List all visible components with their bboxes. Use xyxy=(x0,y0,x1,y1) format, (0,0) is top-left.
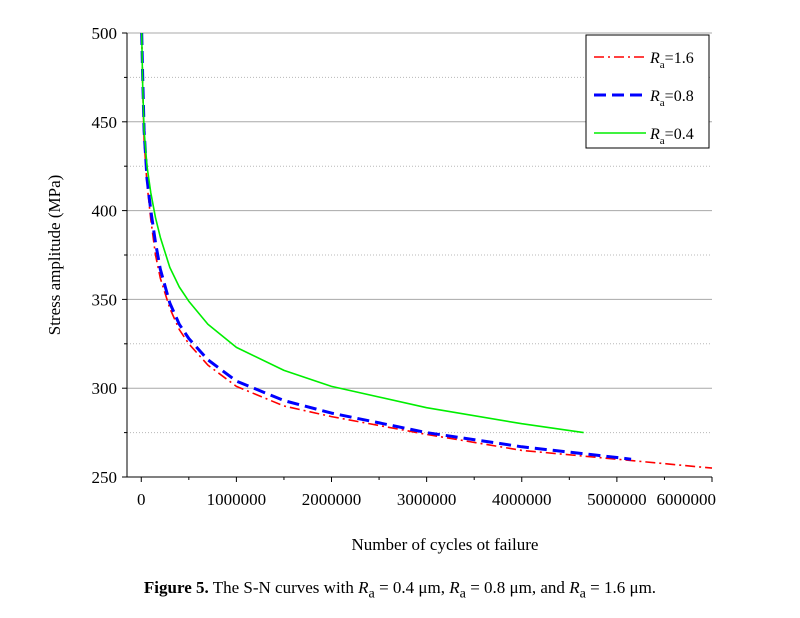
x-tick-label: 2000000 xyxy=(302,490,362,509)
s-n-chart: 250 300 350 400 450 500 0 1000000 2000000 3000000… xyxy=(45,24,717,554)
x-tick-label: 1000000 xyxy=(207,490,267,509)
series xyxy=(140,32,713,469)
caption-text-1: The S-N curves with xyxy=(208,578,359,597)
y-tick-label: 450 xyxy=(92,113,118,132)
x-tick-label: 3000000 xyxy=(397,490,457,509)
caption-symbol-3: R xyxy=(569,578,580,597)
legend: Ra=1.6 Ra=0.8 Ra=0.4 xyxy=(585,34,710,149)
y-tick-label: 300 xyxy=(92,379,118,398)
y-tick-label: 350 xyxy=(92,290,118,309)
caption-text-3: = 0.8 μm, and xyxy=(465,578,570,597)
legend-box xyxy=(585,34,710,149)
x-tick-label: 5000000 xyxy=(587,490,647,509)
caption-sub-3: a xyxy=(579,585,586,602)
ticks: 250 300 350 400 450 500 0 1000000 2000000 3000000… xyxy=(92,24,717,509)
caption-text-2: = 0.4 μm, xyxy=(374,578,450,597)
caption-label: Figure 5. xyxy=(143,578,209,597)
series-line-1 xyxy=(140,32,713,469)
x-tick-label: 0 xyxy=(137,490,146,509)
y-tick-label: 500 xyxy=(92,24,118,43)
legend-label-1: Ra=1.6 xyxy=(649,50,694,71)
x-axis-title: Number of cycles ot failure xyxy=(352,535,539,554)
legend-label-2: Ra=0.8 xyxy=(649,88,694,109)
caption-text-4: = 1.6 μm. xyxy=(585,578,657,597)
series-line-2 xyxy=(140,32,632,461)
x-tick-label: 6000000 xyxy=(657,490,717,509)
y-tick-label: 250 xyxy=(92,468,118,487)
series-line-3 xyxy=(140,32,584,434)
figure-caption: Figure 5. The S-N curves with Ra = 0.4 μ… xyxy=(0,578,800,602)
caption-symbol-1: R xyxy=(358,578,369,597)
caption-sub-1: a xyxy=(368,585,375,602)
caption-symbol-2: R xyxy=(449,578,460,597)
y-axis-title: Stress amplitude (MPa) xyxy=(45,175,64,336)
y-tick-label: 400 xyxy=(92,202,118,221)
x-tick-label: 4000000 xyxy=(492,490,552,509)
caption-sub-2: a xyxy=(459,585,466,602)
legend-label-3: Ra=0.4 xyxy=(649,126,694,147)
